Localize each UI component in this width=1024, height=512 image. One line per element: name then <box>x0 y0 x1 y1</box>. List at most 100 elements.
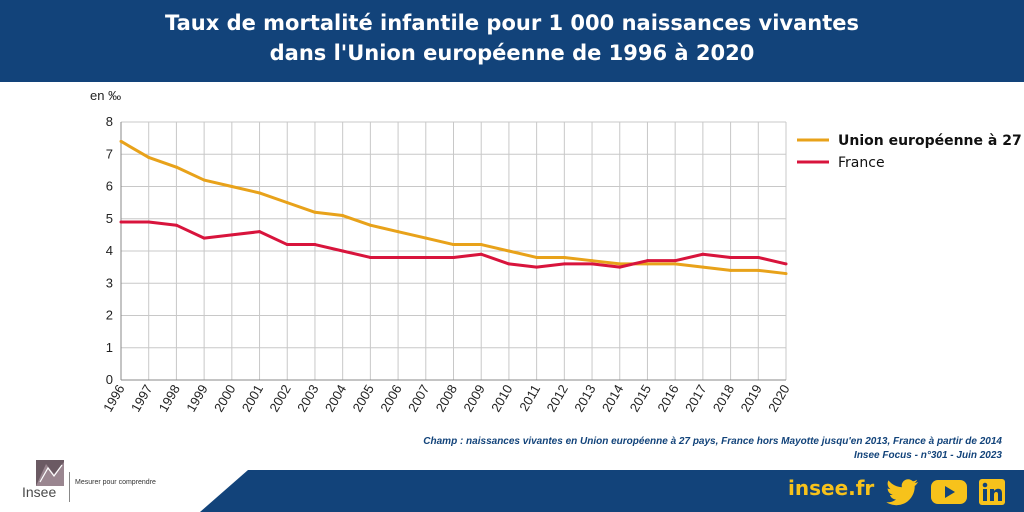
x-tick-label: 2013 <box>571 382 598 415</box>
data-point-france <box>535 265 539 269</box>
data-point-france <box>507 262 511 266</box>
x-tick-label: 2008 <box>433 382 460 415</box>
x-tick-label: 1997 <box>128 382 155 415</box>
y-tick-label: 1 <box>106 340 113 355</box>
x-tick-label: 2010 <box>488 382 515 415</box>
data-point-france <box>479 252 483 256</box>
footer-band <box>0 470 1024 512</box>
insee-logo-mark <box>36 460 64 486</box>
x-tick-label: 2009 <box>460 382 487 415</box>
data-point-france <box>147 220 151 224</box>
data-point-union-europ-enne-27 <box>230 185 234 188</box>
x-tick-label: 2019 <box>737 382 764 415</box>
data-point-union-europ-enne-27 <box>618 262 622 266</box>
data-point-france <box>313 243 317 247</box>
data-point-union-europ-enne-27 <box>507 249 511 253</box>
legend: Union européenne à 27 France <box>797 133 1022 171</box>
data-point-union-europ-enne-27 <box>562 255 566 259</box>
y-tick-label: 4 <box>106 243 113 258</box>
data-point-france <box>341 249 345 253</box>
y-unit-label: en ‰ <box>90 88 121 103</box>
y-tick-label: 7 <box>106 146 113 161</box>
x-tick-label: 2018 <box>710 382 737 415</box>
twitter-icon[interactable] <box>886 478 918 506</box>
y-tick-label: 0 <box>106 372 113 387</box>
chart-title-line1: Taux de mortalité infantile pour 1 000 n… <box>164 11 859 35</box>
insee-logo-tagline: Mesurer pour comprendre <box>75 479 156 486</box>
insee-logo[interactable]: Insee Mesurer pour comprendre <box>22 458 172 506</box>
x-tick-label: 2005 <box>350 382 377 415</box>
data-point-france <box>119 220 123 224</box>
data-point-france <box>368 255 372 259</box>
data-point-union-europ-enne-27 <box>756 268 760 272</box>
data-point-union-europ-enne-27 <box>202 178 206 182</box>
data-point-union-europ-enne-27 <box>258 191 262 195</box>
x-tick-label: 2004 <box>322 382 349 415</box>
legend-label: Union européenne à 27 <box>838 133 1022 149</box>
x-tick-label: 1996 <box>100 382 127 415</box>
x-tick-label: 2003 <box>294 382 321 415</box>
y-tick-label: 3 <box>106 275 113 290</box>
data-point-france <box>729 255 733 259</box>
linkedin-icon[interactable] <box>978 478 1006 506</box>
x-tick-label: 2011 <box>516 382 543 414</box>
website-link[interactable]: insee.fr <box>788 476 875 500</box>
y-tick-label: 2 <box>106 308 113 323</box>
data-point-union-europ-enne-27 <box>729 268 733 272</box>
x-tick-label: 1998 <box>156 382 183 415</box>
data-point-union-europ-enne-27 <box>285 201 289 205</box>
y-tick-label: 8 <box>106 114 113 129</box>
data-point-union-europ-enne-27 <box>784 272 788 276</box>
legend-label: France <box>838 155 885 171</box>
y-tick-label: 5 <box>106 211 113 226</box>
data-point-france <box>258 230 262 234</box>
x-tick-label: 2007 <box>405 382 432 415</box>
data-point-france <box>562 262 566 266</box>
data-point-france <box>645 259 649 263</box>
logo-divider <box>69 472 70 502</box>
y-tick-label: 6 <box>106 179 113 194</box>
data-point-france <box>174 223 178 227</box>
x-tick-label: 2012 <box>543 382 570 415</box>
x-tick-label: 2006 <box>377 382 404 415</box>
data-point-france <box>202 236 206 240</box>
x-tick-label: 2000 <box>211 382 238 415</box>
data-point-france <box>590 262 594 266</box>
data-point-union-europ-enne-27 <box>701 265 705 269</box>
insee-logo-name: Insee <box>22 484 57 500</box>
x-tick-label: 2020 <box>765 382 792 415</box>
data-point-france <box>285 243 289 247</box>
data-point-france <box>452 255 455 259</box>
data-point-france <box>396 255 400 259</box>
data-point-france <box>701 252 705 256</box>
data-point-union-europ-enne-27 <box>590 259 594 263</box>
data-point-union-europ-enne-27 <box>341 214 345 218</box>
data-point-union-europ-enne-27 <box>535 255 539 259</box>
data-point-union-europ-enne-27 <box>396 230 400 234</box>
x-tick-label: 2014 <box>599 382 626 415</box>
data-point-union-europ-enne-27 <box>313 210 317 214</box>
x-tick-label: 2015 <box>627 382 654 415</box>
x-tick-label: 2016 <box>654 382 681 415</box>
data-point-union-europ-enne-27 <box>368 223 372 227</box>
header-banner: Taux de mortalité infantile pour 1 000 n… <box>0 0 1024 82</box>
data-point-union-europ-enne-27 <box>645 262 649 266</box>
data-point-union-europ-enne-27 <box>479 243 483 247</box>
youtube-icon[interactable] <box>930 478 968 506</box>
data-point-union-europ-enne-27 <box>673 262 677 266</box>
x-tick-label: 2001 <box>239 382 266 415</box>
data-point-france <box>618 265 622 269</box>
data-point-france <box>784 262 788 266</box>
data-point-france <box>230 233 234 237</box>
scope-note: Champ : naissances vivantes en Union eur… <box>423 436 1002 447</box>
data-point-union-europ-enne-27 <box>147 155 151 159</box>
data-point-france <box>673 259 677 263</box>
x-tick-label: 1999 <box>183 382 210 415</box>
source-note: Insee Focus - n°301 - Juin 2023 <box>854 450 1002 461</box>
data-point-france <box>756 255 760 259</box>
x-tick-label: 2002 <box>266 382 293 415</box>
grid <box>120 121 787 381</box>
chart-title-line2: dans l'Union européenne de 1996 à 2020 <box>269 41 755 65</box>
data-point-union-europ-enne-27 <box>424 236 428 240</box>
